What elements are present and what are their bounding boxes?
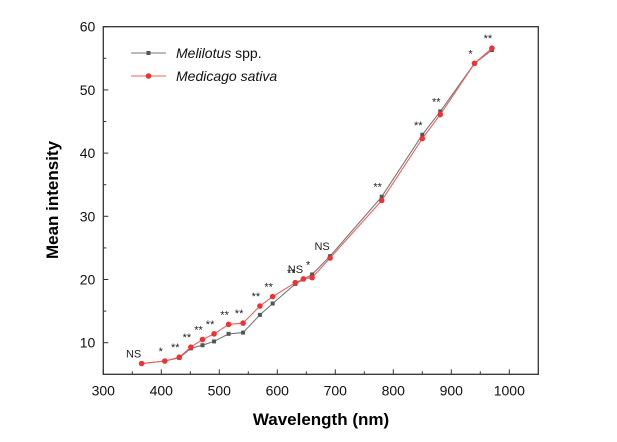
significance-label: **	[287, 268, 296, 280]
significance-label: **	[194, 325, 203, 337]
data-point	[211, 331, 217, 337]
x-tick-label: 600	[266, 382, 290, 398]
significance-label: **	[183, 332, 192, 344]
data-point	[419, 135, 426, 142]
significance-label: **	[414, 120, 423, 132]
y-tick-label: 30	[80, 208, 96, 224]
data-point	[225, 321, 232, 328]
x-tick-label: 900	[440, 382, 464, 398]
legend-label: Melilotus spp.	[176, 45, 262, 61]
y-tick-label: 60	[80, 19, 96, 35]
significance-label: *	[468, 48, 473, 60]
significance-label: **	[484, 33, 493, 45]
data-point	[269, 293, 276, 300]
y-axis-ticks: 10 20 30 40 50 60	[80, 19, 109, 351]
y-tick-label: 50	[80, 82, 96, 98]
legend: Melilotus spp. Medicago sativa	[131, 45, 277, 84]
data-point	[176, 354, 183, 361]
legend-marker	[145, 73, 152, 79]
data-point	[300, 276, 307, 282]
data-point	[489, 45, 495, 51]
significance-label: *	[306, 259, 311, 271]
data-point	[270, 301, 275, 306]
data-point	[257, 312, 262, 317]
x-tick-label: 500	[208, 382, 232, 398]
data-point	[138, 360, 145, 367]
significance-label: **	[432, 96, 441, 108]
significance-label: **	[171, 342, 180, 354]
data-point	[200, 343, 205, 348]
y-tick-label: 10	[80, 335, 96, 351]
x-axis-title: Wavelength (nm)	[253, 410, 389, 429]
significance-label: **	[373, 182, 382, 194]
data-point	[327, 255, 333, 261]
x-tick-label: 700	[324, 382, 348, 398]
legend-species-name: Medicago sativa	[176, 68, 277, 84]
x-tick-label: 800	[382, 382, 406, 398]
data-point	[241, 330, 246, 335]
data-point	[161, 358, 168, 364]
legend-species-name: Melilotus	[176, 45, 231, 61]
legend-marker	[146, 51, 151, 55]
series-1	[138, 45, 495, 367]
data-point	[240, 320, 246, 326]
significance-label: **	[252, 291, 261, 303]
y-axis-title: Mean intensity	[43, 140, 62, 259]
data-point	[188, 344, 194, 350]
series-0	[139, 48, 494, 366]
x-tick-label: 300	[92, 382, 116, 398]
y-tick-label: 20	[80, 272, 96, 288]
plot-axes	[102, 26, 539, 375]
data-point	[437, 111, 444, 118]
plot-frame	[102, 26, 539, 375]
significance-label: NS	[314, 241, 329, 253]
data-point	[257, 303, 263, 309]
data-point	[199, 336, 206, 343]
legend-item: Medicago sativa	[131, 68, 277, 84]
data-point	[310, 272, 315, 277]
data-point	[292, 279, 299, 286]
x-tick-label: 1000	[494, 382, 525, 398]
data-point	[379, 194, 384, 199]
data-point	[226, 331, 231, 336]
data-point	[378, 197, 385, 204]
series-layer	[138, 45, 495, 367]
significance-label: **	[206, 319, 215, 331]
data-point	[420, 132, 425, 137]
data-point	[309, 274, 315, 281]
legend-label: Medicago sativa	[176, 68, 277, 84]
significance-label: **	[235, 308, 244, 320]
significance-label: *	[159, 346, 164, 358]
data-point	[438, 109, 443, 114]
data-point	[471, 60, 478, 67]
significance-label: **	[264, 282, 273, 294]
significance-label: NS	[288, 264, 303, 276]
x-axis-ticks: 300 400 500 600 700 800 900 1000	[92, 369, 525, 398]
significance-label: **	[220, 309, 229, 321]
legend-item: Melilotus spp.	[131, 45, 262, 61]
significance-label: NS	[126, 349, 141, 361]
annotations-layer: NS * ****** **** ********NS *NS*********	[126, 33, 493, 360]
legend-suffix: spp.	[231, 45, 261, 61]
x-tick-label: 400	[150, 382, 174, 398]
y-tick-label: 40	[80, 145, 96, 161]
data-point	[212, 339, 217, 344]
